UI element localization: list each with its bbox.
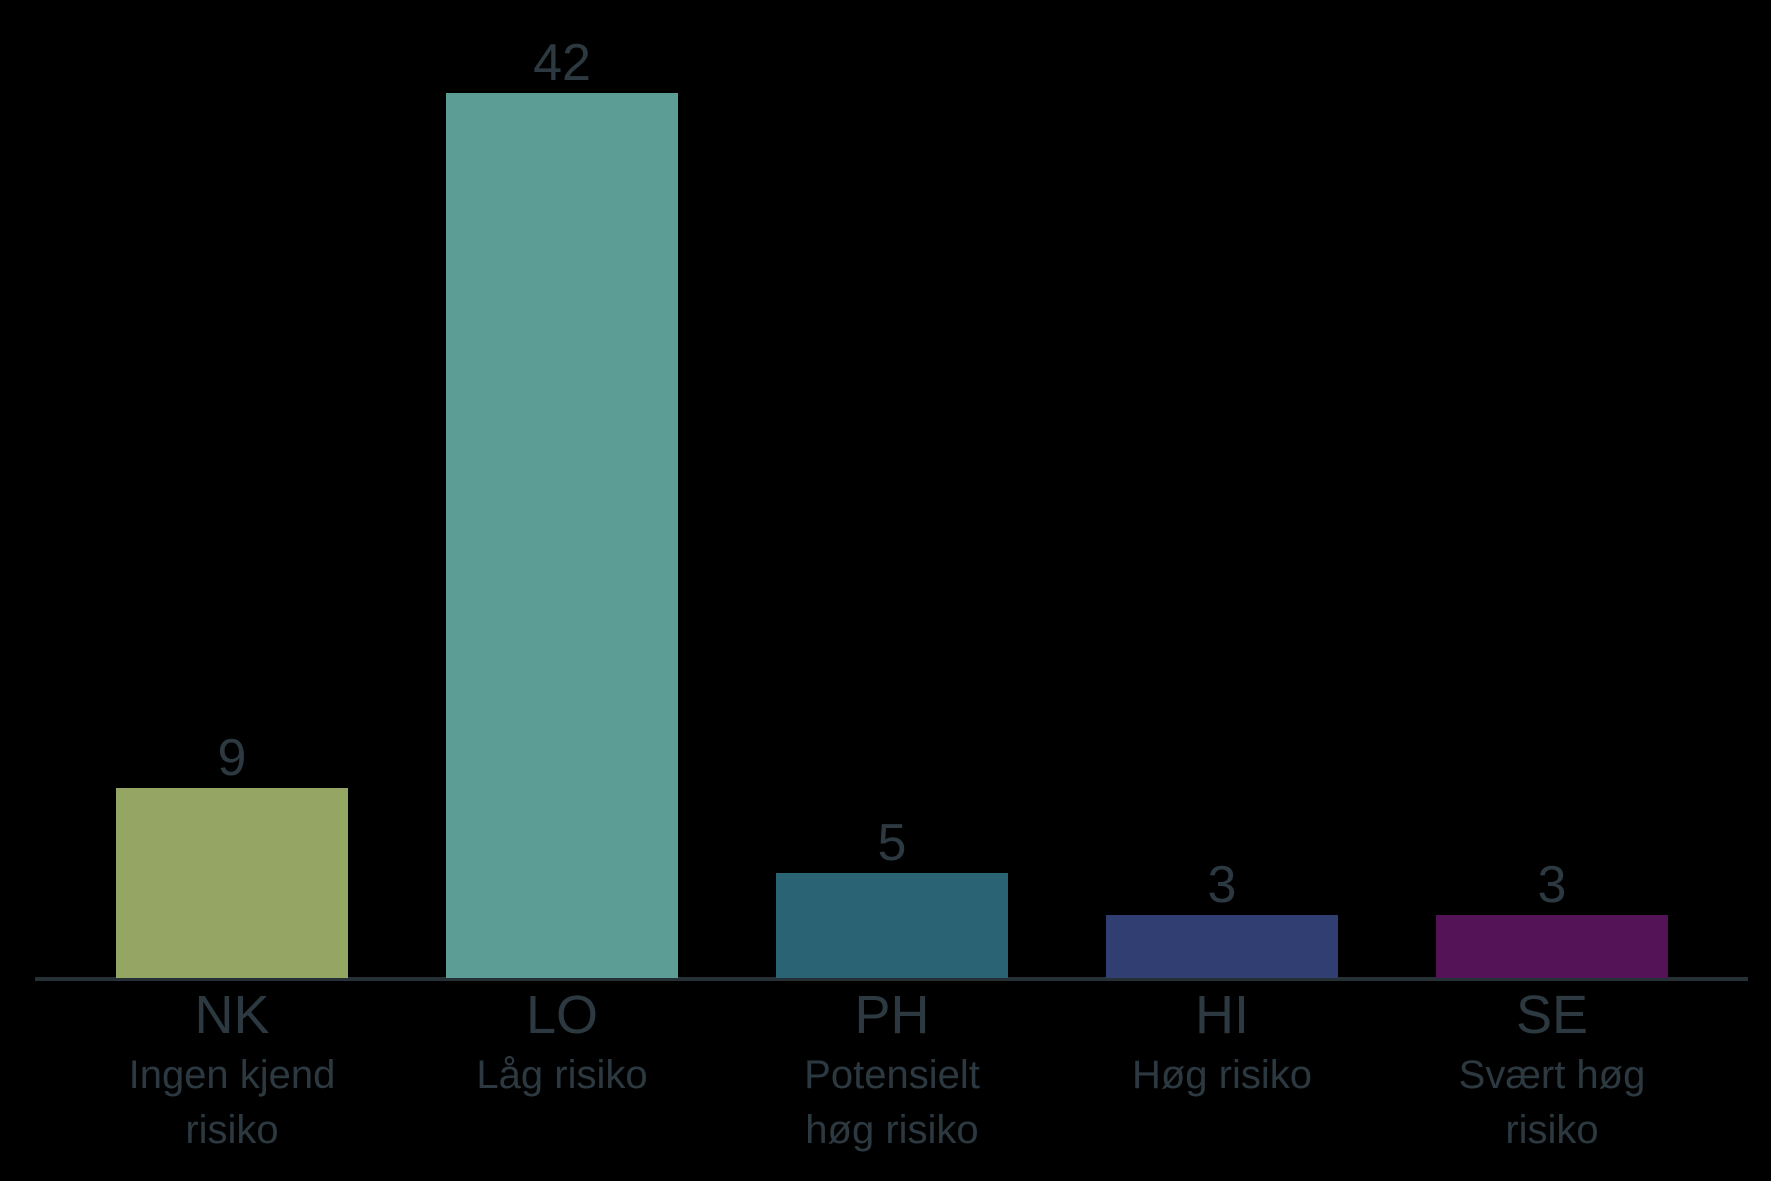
bar-hi	[1106, 915, 1338, 978]
bar-group-hi: 3 HI Høg risiko	[1106, 0, 1338, 1181]
bar-group-ph: 5 PH Potensielt høg risiko	[776, 0, 1008, 1181]
category-description-line: Låg risiko	[476, 1053, 648, 1097]
category-description-line: Svært høg	[1458, 1053, 1646, 1097]
category-code-label: PH	[854, 985, 930, 1045]
category-description-line: Ingen kjend	[128, 1053, 336, 1097]
category-description-label: Potensielt høg risiko	[696, 1048, 1088, 1158]
bar-lo	[446, 93, 678, 978]
category-code-label: HI	[1195, 985, 1249, 1045]
bar-nk	[116, 788, 348, 978]
bar-value-label: 3	[1537, 856, 1567, 914]
bar-value-label: 3	[1207, 856, 1237, 914]
bar-ph	[776, 873, 1008, 978]
bar-group-nk: 9 NK Ingen kjend risiko	[116, 0, 348, 1181]
category-description-line: risiko	[1505, 1108, 1599, 1152]
category-description-label: Låg risiko	[366, 1048, 758, 1103]
category-description-line: risiko	[185, 1108, 279, 1152]
bar-value-label: 9	[217, 729, 247, 787]
category-description-line: høg risiko	[805, 1108, 979, 1152]
category-description-line: Potensielt	[804, 1053, 980, 1097]
category-code-label: LO	[525, 985, 599, 1045]
bar-group-se: 3 SE Svært høg risiko	[1436, 0, 1668, 1181]
x-axis-line	[35, 977, 1748, 981]
category-description-label: Høg risiko	[1026, 1048, 1418, 1103]
category-description-label: Svært høg risiko	[1356, 1048, 1748, 1158]
bar-value-label: 5	[877, 814, 907, 872]
category-code-label: NK	[194, 985, 270, 1045]
category-description-label: Ingen kjend risiko	[36, 1048, 428, 1158]
category-description-line: Høg risiko	[1131, 1053, 1313, 1097]
bar-value-label: 42	[533, 34, 591, 92]
category-code-label: SE	[1515, 985, 1589, 1045]
bar-se	[1436, 915, 1668, 978]
bar-group-lo: 42 LO Låg risiko	[446, 0, 678, 1181]
